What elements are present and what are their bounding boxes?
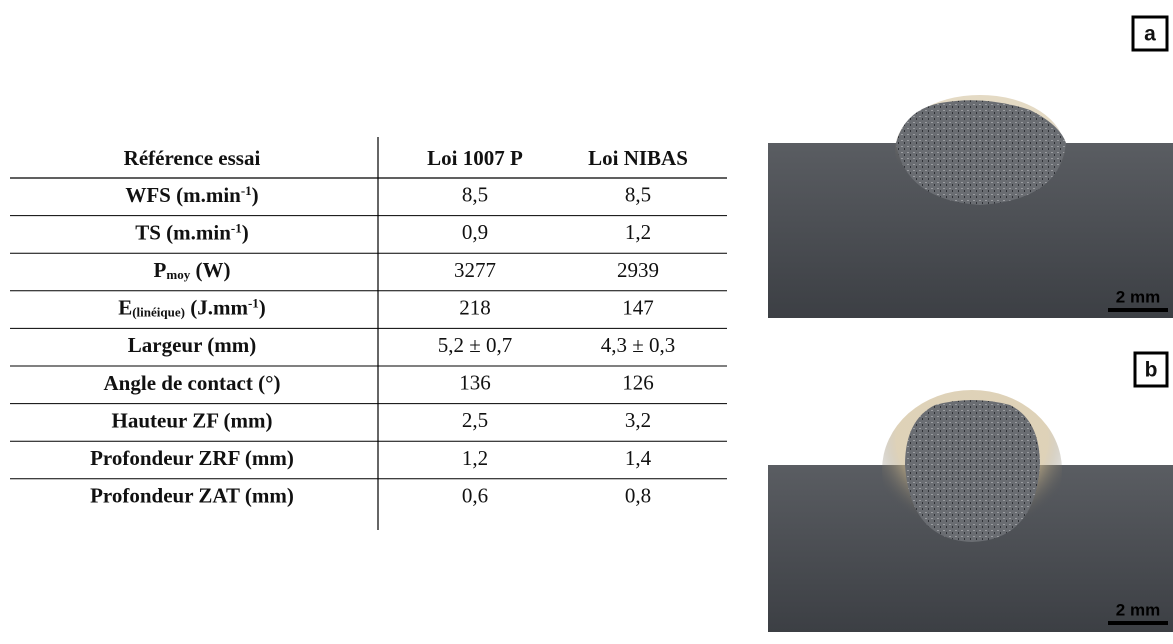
cell: 126 [622,371,654,395]
panel-label: b [1145,359,1158,382]
label-part: Hauteur ZF (mm) [112,408,273,432]
cell: 2939 [617,258,659,282]
label-part: E [118,295,132,319]
label-part: (linéique) [132,304,185,319]
row-label: Profondeur ZRF (mm) [90,446,294,470]
row-label: Angle de contact (°) [104,371,281,395]
micrograph-b: b 2 mm [768,351,1173,632]
cell: 3,2 [625,408,651,432]
label-part: ) [252,183,259,207]
cell: 2,5 [462,408,488,432]
header-cell: Référence essai [124,146,261,170]
cell: 0,8 [625,483,651,507]
cell: 5,2 ± 0,7 [438,333,513,357]
cell: 1,4 [625,446,652,470]
table: Référence essai Loi 1007 P Loi NIBAS WFS (m… [10,146,727,507]
cell: 1,2 [625,220,651,244]
row-label: WFS (m.min-1) [125,183,258,207]
label-part: TS (m.min [135,220,231,244]
label-part: -1 [231,221,242,236]
label-part: WFS (m.min [125,183,241,207]
row-label: E(linéique) (J.mm-1) [118,295,266,319]
cell: 0,9 [462,220,488,244]
cell: 0,6 [462,483,488,507]
label-part: ) [259,295,266,319]
row-label: Largeur (mm) [128,333,257,357]
cell: 3277 [454,258,496,282]
label-part: (W) [190,258,230,282]
label-part: Profondeur ZRF (mm) [90,446,294,470]
cell: 1,2 [462,446,488,470]
cell: 8,5 [625,183,651,207]
row-label: Hauteur ZF (mm) [112,408,273,432]
label-part: P [154,258,167,282]
scale-label: 2 mm [1116,600,1160,619]
label-part: moy [166,267,190,282]
label-part: Angle de contact (°) [104,371,281,395]
label-part: -1 [241,183,252,198]
cell: 147 [622,295,654,319]
cell: 136 [459,371,491,395]
label-part: (J.mm [185,295,248,319]
cell: 4,3 ± 0,3 [601,333,676,357]
micrograph-a: a 2 mm [768,15,1173,318]
label-part: Profondeur ZAT (mm) [90,483,294,507]
row-label: TS (m.min-1) [135,220,249,244]
cell: 218 [459,295,491,319]
header-cell: Loi NIBAS [588,146,688,170]
header-cell: Loi 1007 P [427,146,523,170]
row-label: Pmoy (W) [154,258,231,282]
cell: 8,5 [462,183,488,207]
label-part: ) [242,220,249,244]
label-part: -1 [248,296,259,311]
panel-label: a [1144,23,1156,46]
scale-label: 2 mm [1116,287,1160,306]
label-part: Largeur (mm) [128,333,257,357]
row-label: Profondeur ZAT (mm) [90,483,294,507]
